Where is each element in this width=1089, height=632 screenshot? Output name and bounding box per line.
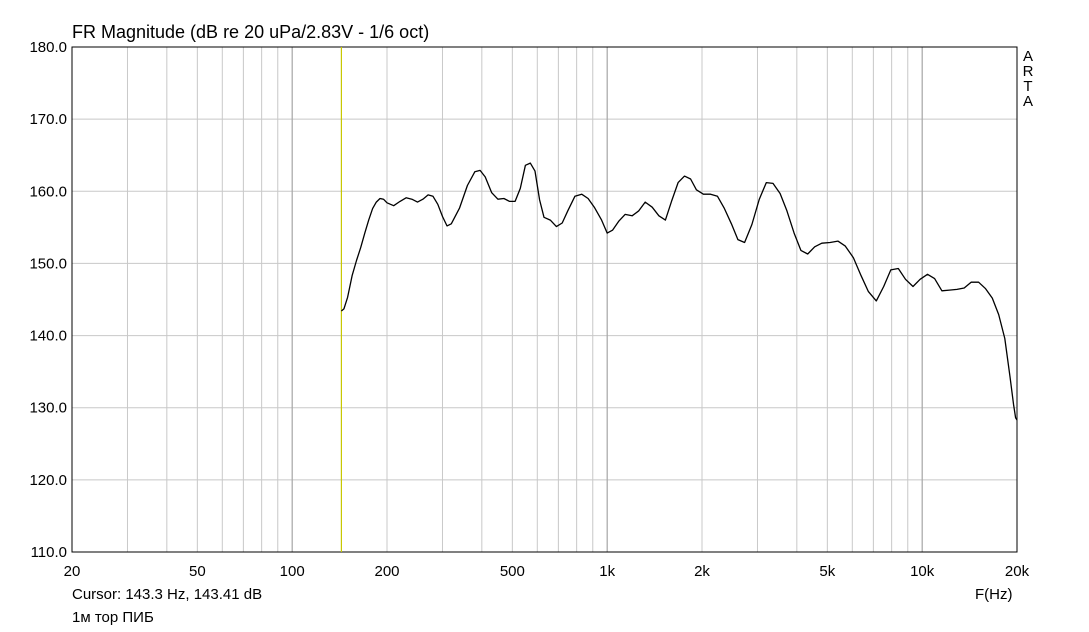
x-tick-label: 100 xyxy=(280,563,305,580)
cursor-readout: Cursor: 143.3 Hz, 143.41 dB xyxy=(72,586,263,603)
side-label: A R T A xyxy=(1021,49,1035,109)
response-curve xyxy=(340,162,1018,421)
side-label-letter: A xyxy=(1022,93,1033,110)
plot-frame xyxy=(71,46,1018,553)
side-label-letter: A xyxy=(1022,48,1033,65)
chart-title: FR Magnitude (dB re 20 uPa/2.83V - 1/6 o… xyxy=(72,22,430,42)
side-label-letter: T xyxy=(1023,78,1033,95)
x-tick-label: 50 xyxy=(189,563,206,580)
x-tick-label: 1k xyxy=(599,563,615,580)
side-label-letter: R xyxy=(1022,63,1034,80)
x-tick-label: 2k xyxy=(694,563,710,580)
x-tick-label: 200 xyxy=(374,563,399,580)
y-tick-label: 170.0 xyxy=(29,111,67,128)
measurement-note: 1м тор ПИБ xyxy=(72,609,154,626)
x-tick-label: 500 xyxy=(500,563,525,580)
y-tick-label: 140.0 xyxy=(29,328,67,345)
x-tick-label: 20 xyxy=(64,563,81,580)
y-tick-label: 110.0 xyxy=(31,544,67,561)
x-tick-label: 20k xyxy=(1005,563,1030,580)
y-tick-label: 130.0 xyxy=(29,400,67,417)
y-tick-label: 150.0 xyxy=(29,255,67,272)
y-tick-label: 160.0 xyxy=(29,183,67,200)
y-tick-label: 120.0 xyxy=(29,472,67,489)
y-tick-label: 180.0 xyxy=(29,39,67,56)
x-tick-label: 5k xyxy=(819,563,835,580)
x-axis-label: F(Hz) xyxy=(975,586,1013,603)
x-tick-label: 10k xyxy=(910,563,935,580)
